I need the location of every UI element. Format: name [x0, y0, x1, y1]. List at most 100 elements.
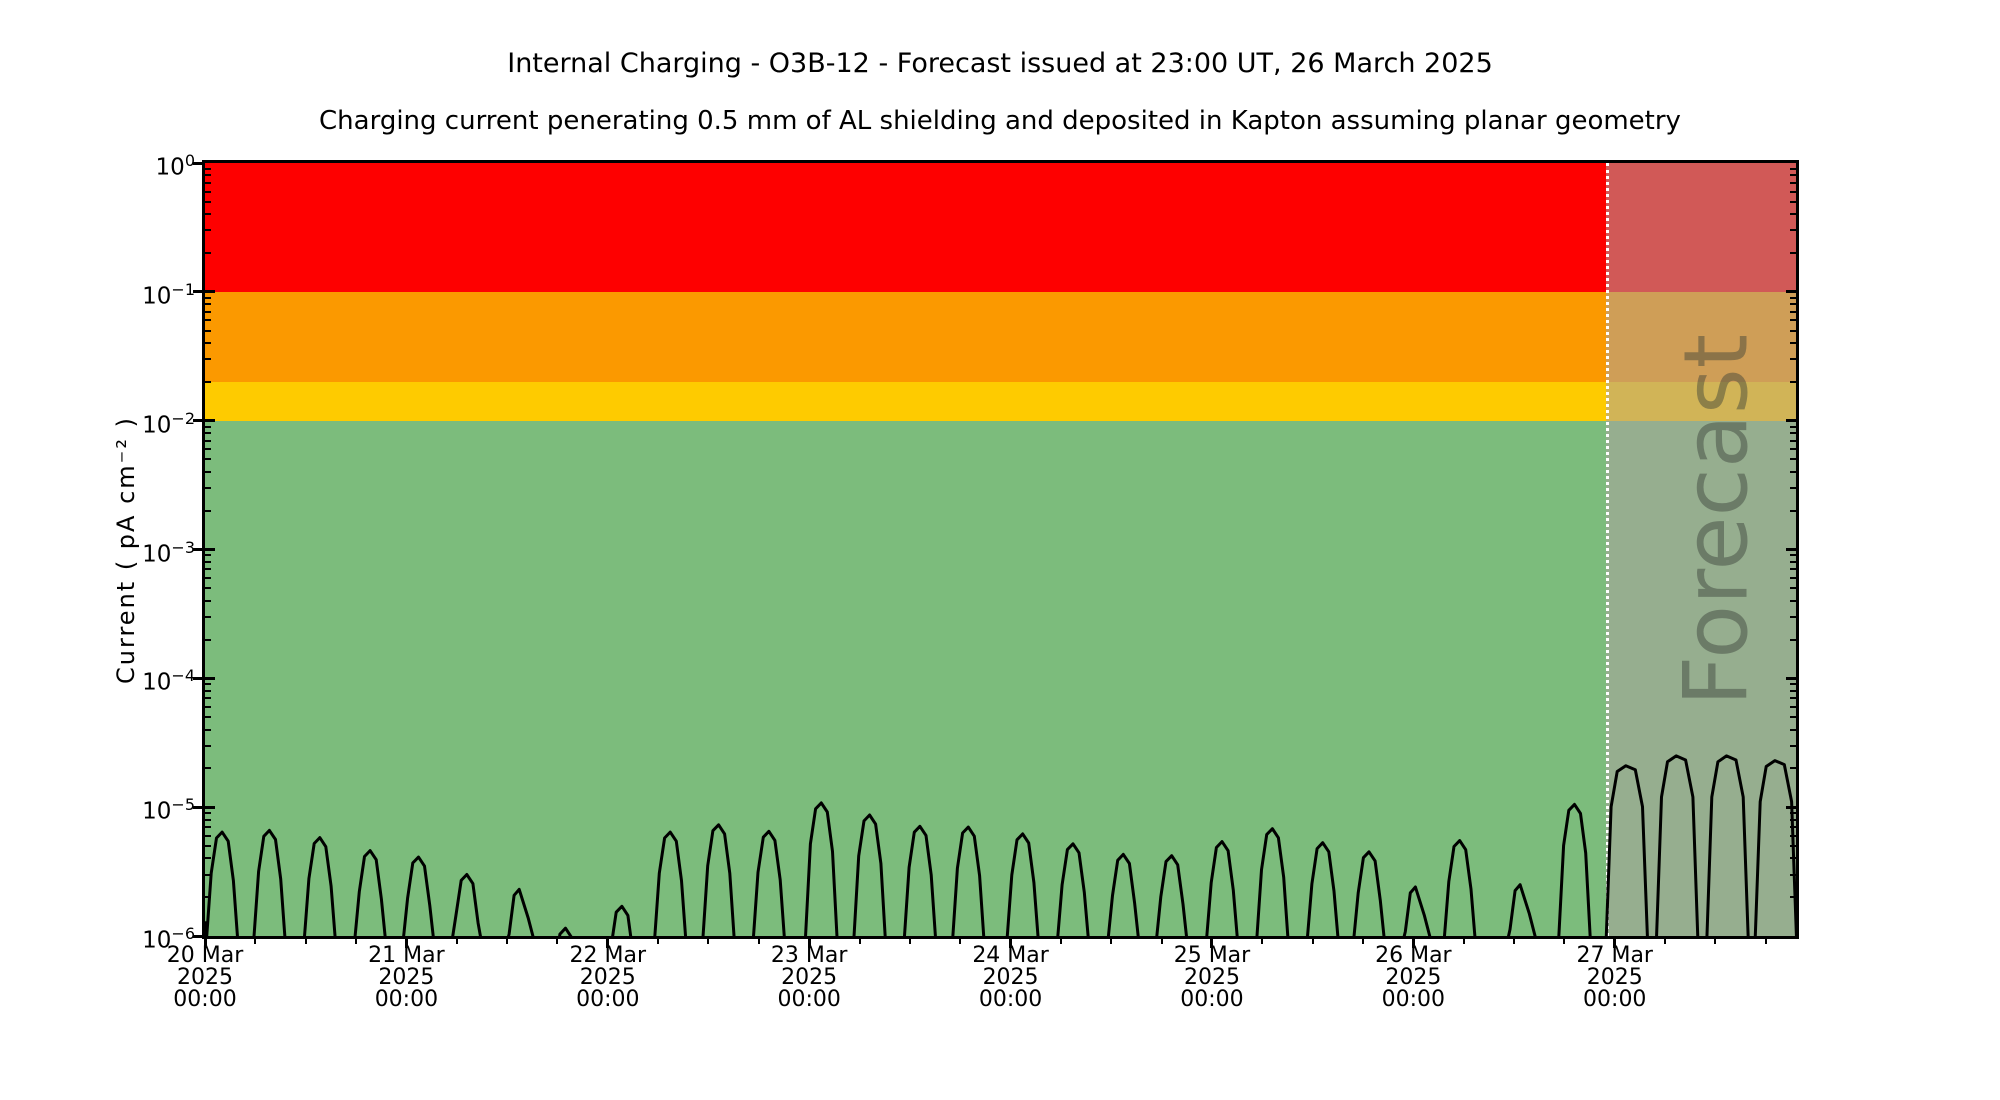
x-minor-tick-outer	[1362, 939, 1364, 944]
y-major-tick	[205, 805, 215, 809]
x-minor-tick-outer	[858, 939, 861, 944]
y-minor-tick	[205, 229, 211, 232]
y-major-tick	[205, 290, 215, 294]
x-minor-tick-outer	[1110, 939, 1113, 944]
y-minor-tick	[1790, 818, 1796, 821]
y-minor-tick	[1790, 587, 1796, 590]
y-major-tick	[205, 548, 215, 551]
y-minor-tick	[1790, 303, 1796, 306]
y-minor-tick	[1790, 873, 1796, 876]
y-minor-tick	[1790, 844, 1796, 847]
y-minor-tick	[205, 329, 211, 332]
y-minor-tick	[205, 487, 211, 490]
y-minor-tick	[205, 213, 211, 216]
x-major-tick-outer	[203, 939, 207, 948]
y-minor-tick	[205, 716, 211, 719]
x-tick-label-line: 2025	[579, 965, 636, 990]
y-minor-tick	[1790, 857, 1796, 860]
y-minor-tick	[1790, 432, 1796, 435]
y-minor-tick	[205, 509, 211, 512]
y-minor-tick	[1790, 615, 1796, 618]
y-minor-tick	[1790, 896, 1796, 899]
y-major-tick-outer	[193, 805, 202, 809]
x-minor-tick-outer	[908, 939, 911, 944]
y-minor-tick	[205, 834, 211, 837]
y-major-tick-outer	[193, 419, 202, 423]
y-major-tick	[1786, 805, 1796, 809]
y-minor-tick	[1790, 560, 1796, 563]
chart-title: Internal Charging - O3B-12 - Forecast is…	[507, 48, 1493, 79]
y-minor-tick	[205, 319, 211, 322]
y-minor-tick	[205, 303, 211, 306]
y-minor-tick	[205, 190, 211, 193]
y-minor-tick	[205, 599, 211, 602]
y-minor-tick	[205, 560, 211, 563]
y-minor-tick	[1790, 689, 1796, 692]
y-tick-label: 10−6	[142, 924, 195, 954]
x-major-tick-outer	[1210, 939, 1214, 948]
x-tick-label-line: 2025	[781, 965, 838, 990]
forecast-start-line	[1606, 163, 1610, 936]
x-tick-label: 27 Mar 2025 00:00	[1535, 945, 1695, 1011]
band-orange	[205, 291, 1796, 382]
inner-ticks	[205, 163, 1796, 936]
y-major-tick-outer	[193, 161, 202, 165]
y-minor-tick	[1790, 568, 1796, 571]
y-major-tick	[1786, 676, 1796, 680]
y-minor-tick	[205, 554, 211, 557]
x-tick-label-line: 26 Mar	[1375, 943, 1452, 968]
y-minor-tick	[205, 683, 211, 686]
y-minor-tick	[1790, 458, 1796, 461]
y-minor-tick	[205, 615, 211, 618]
y-minor-tick	[1790, 229, 1796, 232]
y-minor-tick	[1790, 425, 1796, 428]
x-minor-tick-outer	[1261, 939, 1264, 944]
x-major-tick-outer	[1411, 939, 1415, 948]
y-minor-tick	[1790, 554, 1796, 557]
x-tick-label-line: 23 Mar	[770, 943, 848, 968]
y-minor-tick	[1790, 599, 1796, 602]
y-minor-tick	[1790, 181, 1796, 184]
x-minor-tick-outer	[757, 939, 760, 944]
y-minor-tick	[1790, 329, 1796, 332]
x-tick-label-line: 00:00	[777, 987, 841, 1012]
y-major-tick-outer	[193, 548, 202, 551]
x-minor-tick-outer	[1764, 939, 1767, 944]
x-tick-label-line: 2025	[177, 965, 233, 990]
y-minor-tick	[1790, 577, 1796, 580]
y-minor-tick	[205, 818, 211, 821]
x-tick-label-line: 2025	[1385, 965, 1442, 990]
x-tick-label: 21 Mar 2025 00:00	[326, 945, 486, 1011]
band-red	[205, 163, 1796, 292]
y-minor-tick	[205, 252, 211, 255]
x-tick-label-line: 2025	[1183, 965, 1240, 990]
x-minor-tick-outer	[1462, 939, 1465, 944]
y-major-tick-outer	[193, 676, 202, 680]
y-minor-tick	[205, 380, 211, 383]
y-minor-tick	[1790, 167, 1796, 170]
y-minor-tick	[205, 310, 211, 313]
x-tick-label-line: 2025	[378, 965, 435, 990]
x-minor-tick-outer	[1664, 939, 1667, 944]
y-minor-tick	[205, 826, 211, 829]
x-minor-tick-outer	[1513, 939, 1516, 944]
y-minor-tick	[205, 568, 211, 571]
y-minor-tick	[205, 705, 211, 708]
y-minor-tick	[205, 174, 211, 177]
y-minor-tick	[1790, 252, 1796, 255]
y-minor-tick	[205, 577, 211, 580]
y-major-tick	[205, 419, 215, 423]
x-minor-tick-outer	[1714, 939, 1717, 944]
x-minor-tick-outer	[959, 939, 962, 944]
y-minor-tick	[205, 432, 211, 435]
x-major-tick-outer	[404, 939, 408, 948]
y-minor-tick	[1790, 487, 1796, 490]
y-minor-tick	[205, 425, 211, 428]
plot-clip-region: Forecast	[205, 163, 1796, 936]
x-minor-tick-outer	[1311, 939, 1314, 944]
y-minor-tick	[205, 587, 211, 590]
y-minor-tick	[205, 448, 211, 451]
chart-subtitle: Charging current penerating 0.5 mm of AL…	[319, 106, 1681, 136]
x-tick-label-line: 00:00	[173, 987, 237, 1012]
